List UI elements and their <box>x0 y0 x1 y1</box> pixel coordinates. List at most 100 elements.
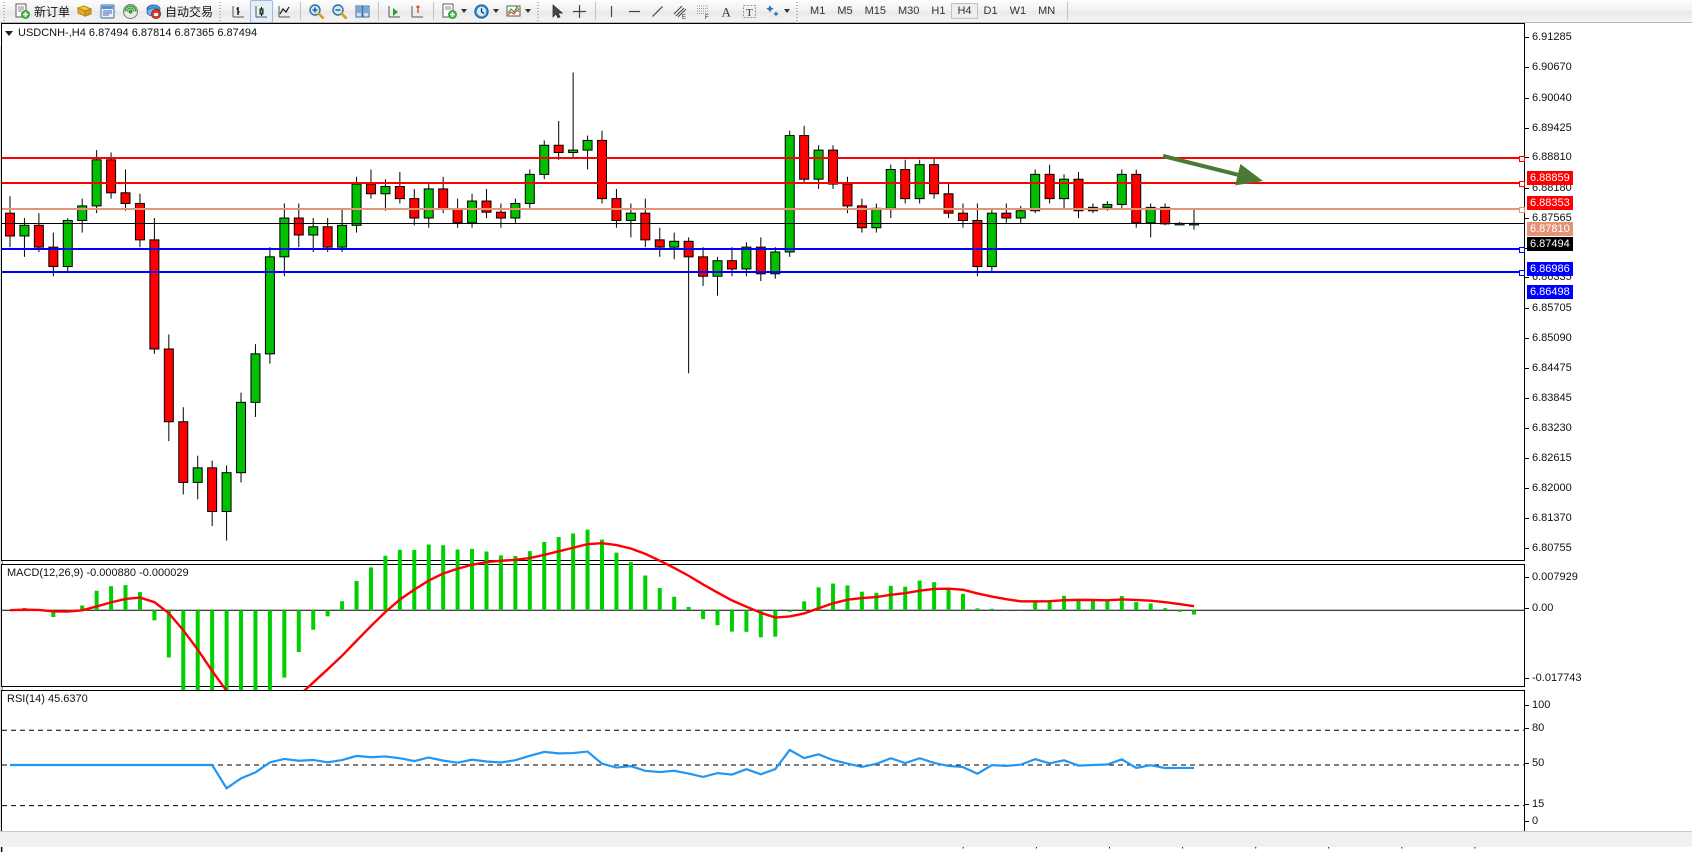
main-toolbar: 新订单 <box>0 0 1692 23</box>
trendline-button[interactable] <box>646 1 669 22</box>
rsi-tick: 15 <box>1525 798 1544 810</box>
toolbar-divider-4 <box>595 2 597 20</box>
current-price-line-badge[interactable]: 6.87494 <box>1527 237 1573 252</box>
text-icon: A <box>718 3 735 20</box>
zoom-out-button[interactable] <box>328 1 351 22</box>
text-button[interactable]: A <box>715 1 738 22</box>
chart-shift-icon <box>409 3 426 20</box>
candlestick-icon <box>253 3 270 20</box>
rsi-label: RSI(14) 45.6370 <box>7 693 88 705</box>
chevron-down-icon[interactable] <box>5 30 13 36</box>
autotrading-icon <box>145 3 162 20</box>
auto-scroll-icon <box>386 3 403 20</box>
macd-panel[interactable]: MACD(12,26,9) -0.000880 -0.000029 <box>1 529 1525 771</box>
line-chart-icon <box>276 3 293 20</box>
mid-line[interactable] <box>2 206 1525 213</box>
price-tick: 6.80755 <box>1525 542 1572 554</box>
price-tick: 6.84475 <box>1525 362 1572 374</box>
text-label-button[interactable]: T <box>738 1 761 22</box>
rsi-axis[interactable]: 100 80 50 15 0 <box>1525 690 1692 832</box>
resistance-line-1[interactable] <box>2 155 1525 162</box>
resistance-line-1-badge[interactable]: 6.88859 <box>1527 170 1573 185</box>
vertical-line-button[interactable] <box>600 1 623 22</box>
timeframe-d1[interactable]: D1 <box>983 5 998 17</box>
chevron-down-icon[interactable] <box>525 9 532 13</box>
resistance-line-2-badge[interactable]: 6.88353 <box>1527 195 1573 210</box>
price-tick: 6.83845 <box>1525 392 1572 404</box>
svg-text:E: E <box>682 14 686 20</box>
timeframe-h4[interactable]: H4 <box>951 3 978 19</box>
zoom-in-button[interactable] <box>305 1 328 22</box>
fibonacci-button[interactable]: F <box>692 1 715 22</box>
svg-text:T: T <box>746 7 753 19</box>
support-line-2[interactable] <box>2 270 1525 277</box>
add-indicator-button[interactable] <box>438 1 470 22</box>
macd-axis[interactable]: 0.007929 0.00 -0.017743 <box>1525 564 1692 687</box>
price-tick: 6.89425 <box>1525 122 1572 134</box>
cursor-icon <box>548 3 565 20</box>
timeframe-m15[interactable]: M15 <box>864 5 886 17</box>
timeframe-toolbar-grip[interactable] <box>795 1 803 21</box>
bar-chart-icon <box>230 3 247 20</box>
auto-scroll-button[interactable] <box>383 1 406 22</box>
rsi-panel[interactable]: RSI(14) 45.6370 <box>1 690 1525 832</box>
support-line-1[interactable] <box>2 246 1525 253</box>
current-price-line[interactable] <box>2 223 1524 225</box>
macd-tick: 0.007929 <box>1525 571 1578 583</box>
add-indicator-icon <box>441 3 458 20</box>
equidistant-channel-button[interactable]: E <box>669 1 692 22</box>
metaeditor-icon <box>99 3 116 20</box>
new-order-button[interactable]: 新订单 <box>11 1 73 22</box>
expert-advisors-button[interactable] <box>73 1 96 22</box>
resistance-line-2[interactable] <box>2 180 1525 187</box>
timeframe-m5[interactable]: M5 <box>837 5 853 17</box>
timeframe-mn[interactable]: MN <box>1038 5 1056 17</box>
price-panel[interactable]: USDCNH-,H4 6.87494 6.87814 6.87365 6.874… <box>1 23 1525 561</box>
draw-toolbar-grip[interactable] <box>536 1 544 21</box>
autotrading-button[interactable]: 自动交易 <box>142 1 216 22</box>
timeframe-h1[interactable]: H1 <box>931 5 946 17</box>
mid-line-badge[interactable]: 6.87810 <box>1527 221 1573 236</box>
data-window-button[interactable] <box>351 1 374 22</box>
price-tick: 6.81370 <box>1525 512 1572 524</box>
horizontal-line-button[interactable] <box>623 1 646 22</box>
price-candles <box>5 72 1199 541</box>
symbol-header[interactable]: USDCNH-,H4 6.87494 6.87814 6.87365 6.874… <box>5 27 257 39</box>
metaeditor-button[interactable] <box>96 1 119 22</box>
line-chart-button[interactable] <box>273 1 296 22</box>
timeframe-m30[interactable]: M30 <box>898 5 920 17</box>
timeframe-w1[interactable]: W1 <box>1009 5 1027 17</box>
svg-text:F: F <box>705 15 709 21</box>
timeframe-m1[interactable]: M1 <box>810 5 826 17</box>
vertical-line-icon <box>603 3 620 20</box>
toolbar-grip[interactable] <box>2 1 9 21</box>
status-bar <box>0 831 1692 847</box>
price-tick: 6.87565 <box>1525 212 1572 224</box>
bar-chart-button[interactable] <box>227 1 250 22</box>
cursor-button[interactable] <box>545 1 568 22</box>
crosshair-button[interactable] <box>568 1 591 22</box>
periodicity-button[interactable] <box>470 1 502 22</box>
new-order-label: 新订单 <box>34 4 71 19</box>
zoom-in-icon <box>308 3 325 20</box>
price-tick: 6.90040 <box>1525 92 1572 104</box>
chevron-down-icon[interactable] <box>493 9 500 13</box>
chevron-down-icon[interactable] <box>461 9 468 13</box>
support-line-2-badge[interactable]: 6.86498 <box>1527 285 1573 300</box>
support-line-1-badge[interactable]: 6.86986 <box>1527 261 1573 276</box>
price-tick: 6.82000 <box>1525 482 1572 494</box>
crosshair-icon <box>571 3 588 20</box>
candlestick-chart-button[interactable] <box>250 0 274 23</box>
signals-button[interactable] <box>119 1 142 22</box>
text-label-icon: T <box>741 3 758 20</box>
chevron-down-icon[interactable] <box>784 9 791 13</box>
shapes-button[interactable] <box>761 1 793 22</box>
data-window-icon <box>354 3 371 20</box>
view-toolbar-grip[interactable] <box>218 1 226 21</box>
chart-shift-button[interactable] <box>406 1 429 22</box>
rsi-plot <box>2 729 1524 807</box>
price-tick: 6.82615 <box>1525 452 1572 464</box>
templates-button[interactable] <box>502 1 534 22</box>
chart-area[interactable]: USDCNH-,H4 6.87494 6.87814 6.87365 6.874… <box>0 23 1692 852</box>
